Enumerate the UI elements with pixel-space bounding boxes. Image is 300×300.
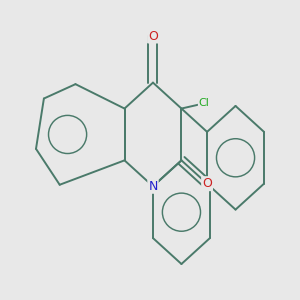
Text: O: O [148, 29, 158, 43]
Text: O: O [202, 177, 212, 190]
Text: Cl: Cl [199, 98, 210, 108]
Text: N: N [148, 180, 158, 193]
